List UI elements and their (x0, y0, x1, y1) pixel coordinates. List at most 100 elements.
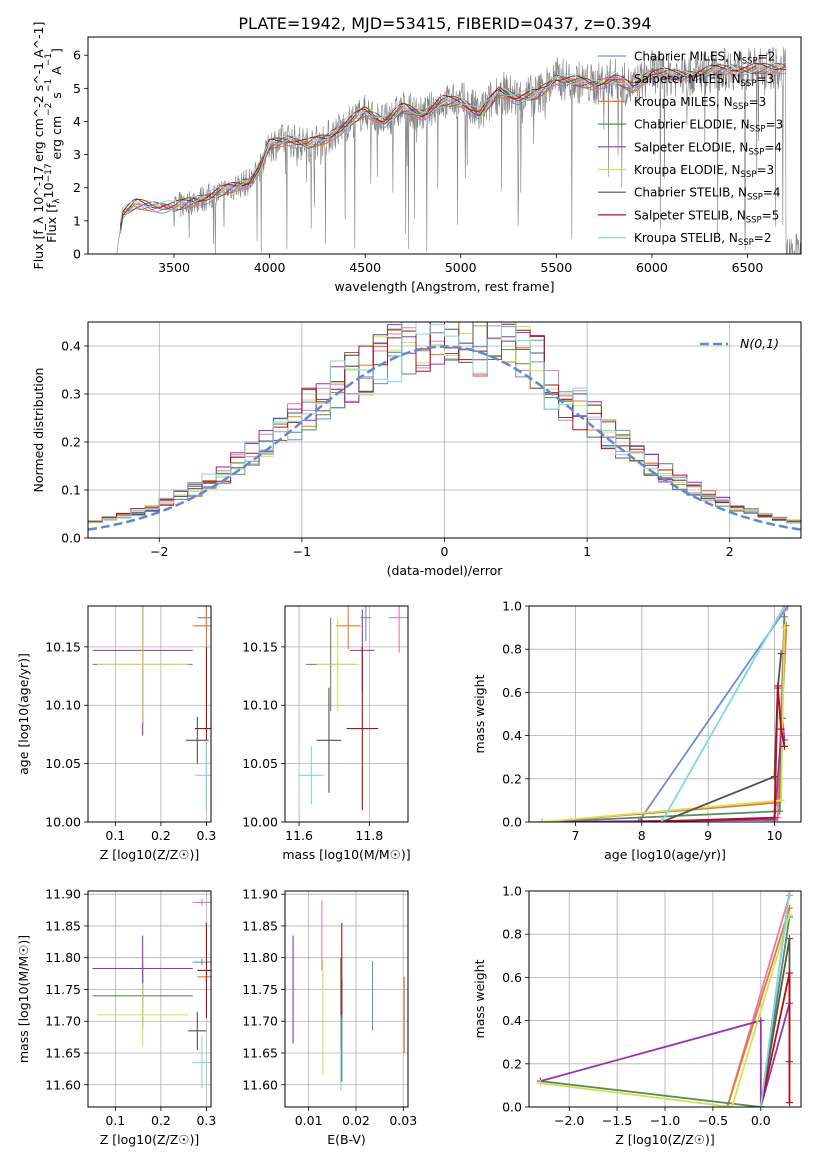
y-tick-label: 10.05 (242, 756, 278, 771)
x-tick-label: 3500 (158, 260, 190, 275)
weight-marker (786, 891, 794, 895)
y-tick-label: 11.65 (242, 1046, 278, 1061)
model-line-salpeter-miles (120, 67, 786, 230)
panel-weight_vs_Z: −2.0 −1.5 −1.0 −0.5 0.0 0.0 0.2 0.4 0.6 0.8 1.0 Z [… (472, 884, 802, 1147)
y-tick-label: 0.0 (61, 531, 81, 546)
x-axis-label: (data-model)/error (387, 563, 504, 578)
y-tick-label: 3 (73, 147, 81, 162)
x-tick-label: 0.0 (751, 1113, 771, 1128)
panel-age_vs_Z: 0.1 0.2 0.3 10.00 10.05 10.10 10.15 Z [log10(Z/… (16, 605, 216, 862)
legend-entry: Salpeter ELODIE, NSSP=4 (634, 140, 782, 157)
weight-line-kroupa-elodie (540, 914, 791, 1107)
y-tick-label: 0.8 (502, 927, 522, 942)
model-line-chabrier-stelib (120, 63, 786, 230)
histogram-salpeter-stelib (88, 322, 801, 524)
x-tick-label: 0.01 (295, 1113, 323, 1128)
weight-line-chabrier-elodie (540, 916, 791, 1107)
y-tick-label: 1.0 (502, 599, 522, 614)
y-tick-label: 0.2 (502, 771, 522, 786)
x-tick-label: 0.2 (151, 1113, 171, 1128)
y-tick-label: 0.6 (502, 685, 522, 700)
x-axis-label: Z [log10(Z/Z☉)] (100, 1132, 200, 1147)
weight-marker (780, 624, 788, 632)
y-tick-label: 0 (73, 247, 81, 262)
y-tick-label: 0.8 (502, 642, 522, 657)
weight-marker (774, 682, 782, 690)
plot-area (285, 606, 408, 822)
data-spectrum-line (116, 47, 801, 254)
weight-marker (634, 818, 642, 822)
y-axis-label: mass weight (472, 674, 487, 753)
y-tick-label: 5 (73, 81, 81, 96)
x-tick-label: 0.3 (196, 828, 216, 843)
x-tick-label: 9 (704, 828, 712, 843)
x-tick-label: 4500 (349, 260, 381, 275)
x-tick-label: 0 (441, 544, 449, 559)
x-tick-label: 1 (583, 544, 591, 559)
legend-entry: Salpeter STELIB, NSSP=5 (634, 208, 779, 225)
y-tick-label: 11.60 (45, 1077, 81, 1092)
x-axis-label: Z [log10(Z/Z☉)] (100, 847, 200, 862)
y-tick-label: 11.65 (45, 1046, 81, 1061)
x-tick-label: 0.02 (342, 1113, 370, 1128)
histogram-chabrier-miles (88, 322, 801, 523)
x-tick-label: 0.2 (151, 828, 171, 843)
panel-weight_vs_age: 7 8 9 10 0.0 0.2 0.4 0.6 0.8 1.0 age [log10(age/yr… (472, 599, 802, 862)
weight-marker (777, 650, 785, 658)
y-tick-label: 10.05 (45, 756, 81, 771)
x-tick-label: 6500 (732, 260, 764, 275)
plot-area (88, 891, 211, 1107)
plot-content (536, 891, 794, 1107)
plot-area (88, 37, 801, 254)
axes-frame (87, 605, 212, 823)
x-tick-label: −2 (150, 544, 168, 559)
x-tick-label: 5500 (540, 260, 572, 275)
weight-marker (777, 725, 785, 733)
plot-content (299, 606, 408, 811)
panel-residuals: −2 −1 0 1 2 0.0 0.1 0.2 0.3 0.4 (data-model)/error… (31, 321, 802, 578)
y-tick-label: 11.70 (45, 1014, 81, 1029)
y-tick-label: 10.10 (45, 698, 81, 713)
weight-marker (784, 606, 792, 610)
legend-entry: Kroupa STELIB, NSSP=2 (634, 231, 772, 248)
y-tick-label: 10.00 (242, 815, 278, 830)
weight-marker (786, 969, 794, 977)
model-line-kroupa-stelib (120, 61, 786, 223)
y-axis-label: age [log10(age/yr)] (16, 653, 31, 775)
weight-marker (786, 935, 794, 943)
x-tick-label: 7 (571, 828, 579, 843)
y-axis-label: mass weight (472, 959, 487, 1038)
axes-frame (284, 605, 409, 823)
plot-content (116, 47, 801, 254)
y-tick-label: 11.80 (242, 950, 278, 965)
y-tick-label: 0.3 (61, 387, 81, 402)
y-tick-label: 0.4 (502, 1013, 522, 1028)
figure-title: PLATE=1942, MJD=53415, FIBERID=0437, z=0… (238, 14, 651, 33)
x-tick-label: 10 (767, 828, 783, 843)
axes-frame (87, 321, 802, 539)
x-tick-label: 0.3 (196, 1113, 216, 1128)
y-tick-label: 6 (73, 48, 81, 63)
y-tick-label: 11.60 (242, 1077, 278, 1092)
x-tick-label: −1.5 (602, 1113, 632, 1128)
plot-area (285, 891, 408, 1107)
plot-content (538, 606, 792, 822)
y-tick-label: 0.1 (61, 483, 81, 498)
axes-frame (528, 605, 802, 823)
weight-marker (780, 606, 788, 610)
x-axis-label: wavelength [Angstrom, rest frame] (334, 279, 554, 294)
x-tick-label: 0.1 (105, 1113, 125, 1128)
weight-marker (757, 1103, 765, 1107)
weight-line-kroupa-miles (726, 908, 791, 1107)
gaussian-curve (88, 345, 801, 531)
weight-marker (780, 742, 788, 750)
model-line-chabrier-elodie (120, 63, 786, 225)
y-tick-label: 0.4 (502, 728, 522, 743)
axes-frame (87, 36, 802, 255)
x-axis-label: mass [log10(M/M☉)] (282, 847, 410, 862)
histogram-kroupa-stelib (88, 322, 801, 524)
weight-marker (770, 773, 778, 781)
weight-marker (538, 818, 546, 822)
x-tick-label: 2 (726, 544, 734, 559)
